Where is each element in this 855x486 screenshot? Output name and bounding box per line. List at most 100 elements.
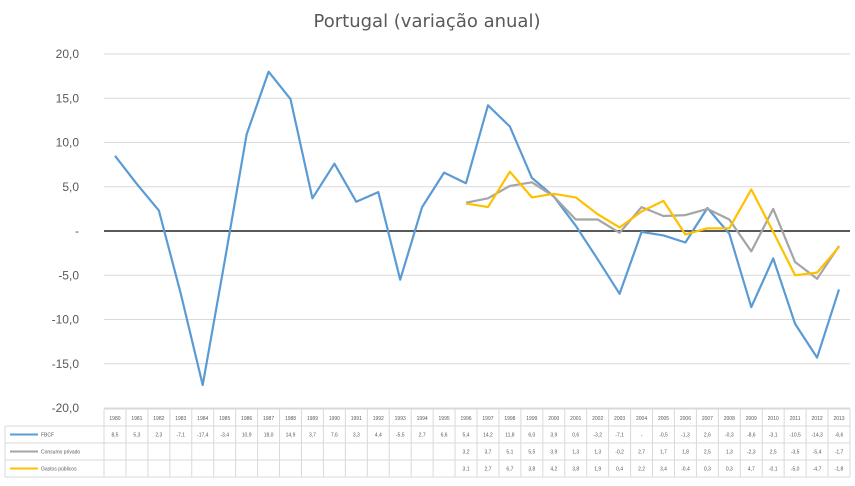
x-tick-label: 2011 bbox=[790, 416, 801, 422]
data-label: -0,4 bbox=[681, 467, 690, 473]
x-tick-label: 2008 bbox=[724, 416, 735, 422]
data-label: - bbox=[641, 433, 643, 439]
data-label: -0,5 bbox=[659, 433, 668, 439]
data-label: 4,4 bbox=[375, 433, 382, 439]
data-label: 4,7 bbox=[748, 467, 755, 473]
data-label: -5,5 bbox=[396, 433, 405, 439]
data-label: -5,4 bbox=[813, 450, 822, 456]
x-tick-label: 1992 bbox=[373, 416, 384, 422]
data-label: 3,9 bbox=[550, 450, 557, 456]
x-tick-label: 1996 bbox=[460, 416, 471, 422]
series-line-2 bbox=[465, 170, 840, 277]
data-label: 3,4 bbox=[660, 467, 667, 473]
x-tick-label: 1980 bbox=[109, 416, 120, 422]
x-tick-label: 2004 bbox=[636, 416, 647, 422]
data-label: -6,6 bbox=[835, 433, 844, 439]
y-tick-label: 5,0 bbox=[62, 180, 79, 194]
x-tick-label: 1998 bbox=[504, 416, 515, 422]
y-axis: 20,0 15,0 10,0 5,0 - -5,0 -10,0 -15,0 -20,0 bbox=[52, 47, 80, 415]
data-table: 1980 1981 1982 1983 1984 1985 1986 1987 1988 1989… bbox=[4, 408, 851, 478]
data-label: -5,0 bbox=[791, 467, 800, 473]
data-label: 5,1 bbox=[506, 450, 513, 456]
data-label: -0,2 bbox=[615, 450, 624, 456]
data-label: 7,6 bbox=[331, 433, 338, 439]
data-label: 3,2 bbox=[463, 450, 470, 456]
x-tick-label: 1982 bbox=[153, 416, 164, 422]
data-label: 1,3 bbox=[594, 450, 601, 456]
x-tick-label: 1995 bbox=[439, 416, 450, 422]
data-label: 3,9 bbox=[550, 433, 557, 439]
data-label: 6,7 bbox=[506, 467, 513, 473]
data-label: 2,7 bbox=[419, 433, 426, 439]
x-tick-label: 2003 bbox=[614, 416, 625, 422]
data-label: 14,9 bbox=[286, 433, 296, 439]
data-label: 5,5 bbox=[528, 450, 535, 456]
x-tick-label: 1991 bbox=[351, 416, 362, 422]
data-label: 3,1 bbox=[463, 467, 470, 473]
data-label: 3,3 bbox=[353, 433, 360, 439]
data-label: -1,8 bbox=[835, 467, 844, 473]
data-label: -1,3 bbox=[681, 433, 690, 439]
data-label: 3,7 bbox=[309, 433, 316, 439]
data-label: 2,6 bbox=[704, 433, 711, 439]
x-tick-label: 1997 bbox=[482, 416, 493, 422]
data-label: 2,7 bbox=[638, 450, 645, 456]
data-label: 5,3 bbox=[133, 433, 140, 439]
gridlines bbox=[104, 53, 850, 409]
data-label: 2,3 bbox=[155, 433, 162, 439]
x-tick-label: 1984 bbox=[197, 416, 208, 422]
x-tick-label: 1986 bbox=[241, 416, 252, 422]
x-tick-label: 2005 bbox=[658, 416, 669, 422]
data-label: -7,1 bbox=[176, 433, 185, 439]
data-label: -3,4 bbox=[220, 433, 229, 439]
y-tick-label: 10,0 bbox=[56, 136, 80, 150]
x-tick-label: 2000 bbox=[548, 416, 559, 422]
y-tick-label: 15,0 bbox=[56, 91, 80, 105]
x-tick-label: 1994 bbox=[417, 416, 428, 422]
x-tick-label: 1988 bbox=[285, 416, 296, 422]
x-tick-label: 2006 bbox=[680, 416, 691, 422]
x-tick-label: 2012 bbox=[812, 416, 823, 422]
data-label: 2,5 bbox=[704, 450, 711, 456]
data-label: 0,3 bbox=[726, 467, 733, 473]
data-label: -8,6 bbox=[747, 433, 756, 439]
data-label: 2,7 bbox=[484, 467, 491, 473]
y-tick-label: - bbox=[75, 224, 79, 238]
y-tick-label: -10,0 bbox=[52, 313, 80, 327]
data-label: 0,4 bbox=[616, 467, 623, 473]
x-tick-label: 1993 bbox=[395, 416, 406, 422]
x-tick-label: 2010 bbox=[768, 416, 779, 422]
x-tick-label: 1990 bbox=[329, 416, 340, 422]
data-label: 4,2 bbox=[550, 467, 557, 473]
x-tick-label: 1989 bbox=[307, 416, 318, 422]
data-label: 14,2 bbox=[483, 433, 493, 439]
x-tick-label: 1981 bbox=[131, 416, 142, 422]
y-tick-label: -15,0 bbox=[52, 357, 80, 371]
x-tick-label: 1987 bbox=[263, 416, 274, 422]
x-tick-label: 1985 bbox=[219, 416, 230, 422]
data-label: 11,8 bbox=[505, 433, 515, 439]
x-tick-label: 2007 bbox=[702, 416, 713, 422]
x-tick-label: 1999 bbox=[526, 416, 537, 422]
data-label: 1,3 bbox=[572, 450, 579, 456]
series-line-0 bbox=[114, 70, 841, 387]
data-label: -14,3 bbox=[811, 433, 823, 439]
data-label: 3,7 bbox=[484, 450, 491, 456]
data-label: -0,1 bbox=[769, 467, 778, 473]
data-label: 3,8 bbox=[528, 467, 535, 473]
y-tick-label: -20,0 bbox=[52, 401, 80, 415]
data-label: 2,2 bbox=[638, 467, 645, 473]
data-label: -3,1 bbox=[769, 433, 778, 439]
data-label: -1,7 bbox=[835, 450, 844, 456]
data-label: 18,0 bbox=[264, 433, 274, 439]
data-label: 3,8 bbox=[572, 467, 579, 473]
data-label: -10,5 bbox=[789, 433, 801, 439]
y-tick-label: 20,0 bbox=[56, 47, 80, 61]
data-label: 5,4 bbox=[463, 433, 470, 439]
data-label: 1,3 bbox=[726, 450, 733, 456]
series-lines bbox=[114, 70, 841, 387]
data-label: -17,4 bbox=[197, 433, 209, 439]
data-label: -7,1 bbox=[615, 433, 624, 439]
x-tick-label: 2001 bbox=[570, 416, 581, 422]
